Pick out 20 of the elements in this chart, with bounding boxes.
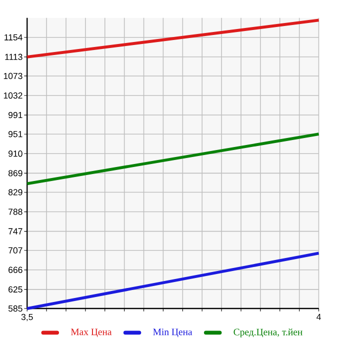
legend-label: Сред.Цена, т.йен [234, 328, 302, 338]
y-tick-label: 788 [8, 208, 22, 216]
y-tick-label: 910 [8, 150, 22, 157]
y-tick-label: 1154 [4, 34, 22, 41]
y-tick-label: 747 [8, 228, 22, 235]
y-tick-label: 585 [8, 306, 22, 312]
y-tick-label: 869 [8, 170, 22, 176]
y-tick-label: 829 [8, 189, 22, 196]
y-tick-label: 1032 [4, 92, 22, 99]
y-tick-label: 1113 [5, 54, 22, 60]
x-tick-label: 3,5 [21, 314, 33, 322]
y-tick-label: 666 [8, 267, 22, 274]
legend-label: Min Цена [153, 328, 192, 338]
y-tick-label: 707 [8, 247, 22, 254]
y-tick-label: 625 [8, 286, 22, 293]
legend-label: Max Цена [70, 328, 112, 338]
y-tick-label: 1073 [4, 73, 22, 80]
x-tick-label: 4 [316, 314, 321, 320]
y-tick-label: 991 [8, 112, 22, 118]
y-tick-label: 951 [8, 131, 22, 138]
